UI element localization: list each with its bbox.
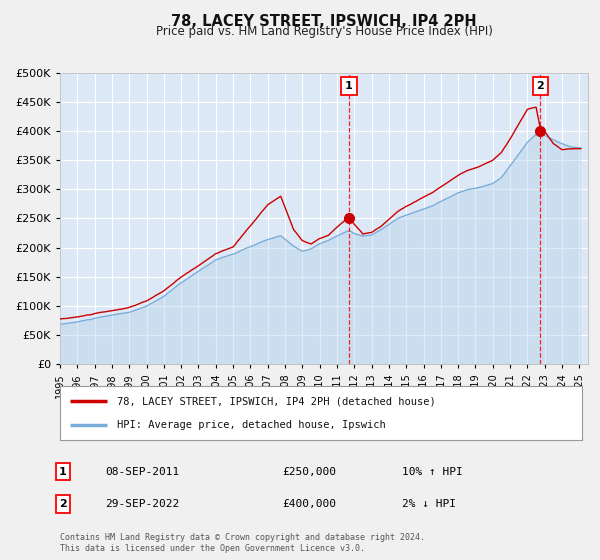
Text: Contains HM Land Registry data © Crown copyright and database right 2024.
This d: Contains HM Land Registry data © Crown c… <box>60 533 425 553</box>
Text: 2: 2 <box>536 81 544 91</box>
Text: 10% ↑ HPI: 10% ↑ HPI <box>402 466 463 477</box>
Text: £250,000: £250,000 <box>282 466 336 477</box>
Text: 2: 2 <box>59 499 67 509</box>
Text: 1: 1 <box>345 81 353 91</box>
Text: 29-SEP-2022: 29-SEP-2022 <box>105 499 179 509</box>
Text: £400,000: £400,000 <box>282 499 336 509</box>
Text: HPI: Average price, detached house, Ipswich: HPI: Average price, detached house, Ipsw… <box>118 420 386 430</box>
Text: 78, LACEY STREET, IPSWICH, IP4 2PH: 78, LACEY STREET, IPSWICH, IP4 2PH <box>171 14 477 29</box>
Text: 78, LACEY STREET, IPSWICH, IP4 2PH (detached house): 78, LACEY STREET, IPSWICH, IP4 2PH (deta… <box>118 396 436 407</box>
Text: Price paid vs. HM Land Registry's House Price Index (HPI): Price paid vs. HM Land Registry's House … <box>155 25 493 38</box>
Text: 08-SEP-2011: 08-SEP-2011 <box>105 466 179 477</box>
Text: 1: 1 <box>59 466 67 477</box>
Text: 2% ↓ HPI: 2% ↓ HPI <box>402 499 456 509</box>
